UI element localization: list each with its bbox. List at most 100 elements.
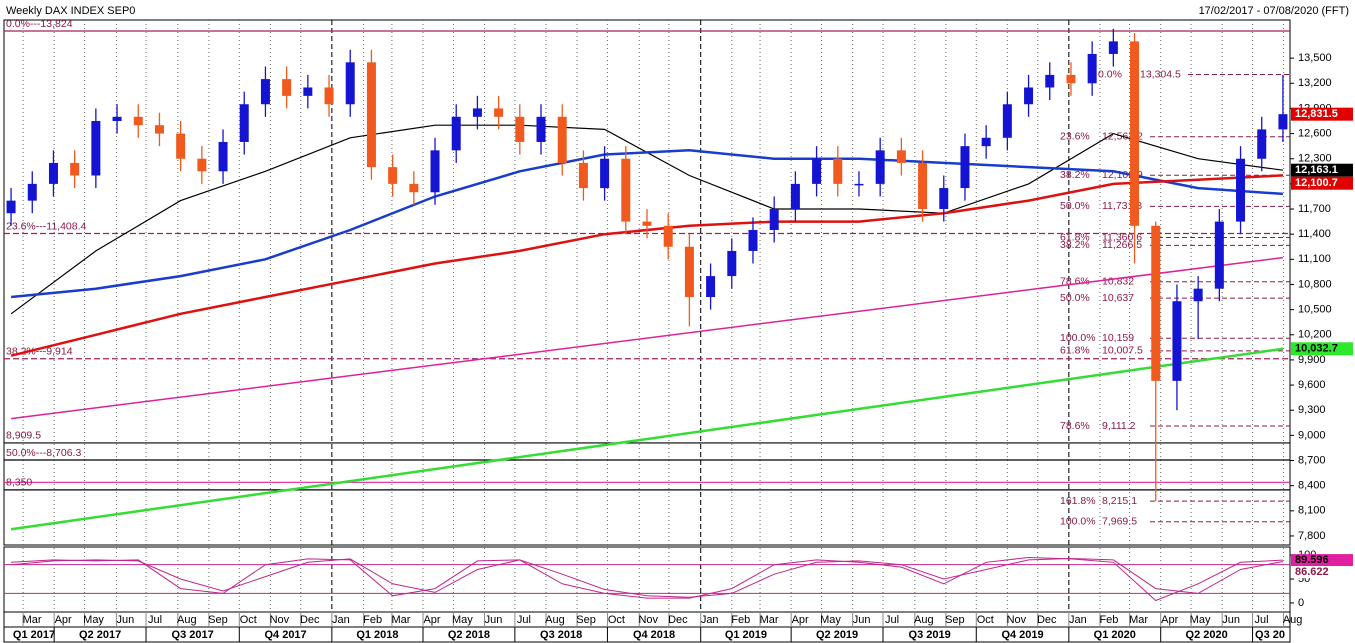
price-tag-label: 12,831.5 [1295, 108, 1338, 120]
x-tick-label: Nov [270, 614, 290, 626]
candle-body [1045, 74, 1055, 88]
x-tick-label: Jan [701, 614, 719, 626]
fib-pct: 61.8% [1060, 345, 1090, 357]
candle-body [472, 108, 482, 117]
x-tick-label: Mar [391, 614, 410, 626]
fib-price: 8,215.1 [1102, 495, 1137, 507]
price-tag-label: 10,032.7 [1295, 343, 1338, 355]
fib-price: 10,832 [1102, 276, 1134, 288]
quarter-label: Q4 2019 [1001, 629, 1043, 641]
candle-body [430, 150, 440, 193]
candle-body [621, 158, 631, 222]
x-tick-label: Apr [792, 614, 809, 626]
x-tick-label: Jun [485, 614, 503, 626]
candle-body [388, 167, 398, 184]
level-label: 23.6%---11,408.4 [6, 220, 87, 232]
x-tick-label: Jan [1069, 614, 1087, 626]
chart-title: Weekly DAX INDEX SEP0 [6, 5, 135, 17]
candle-body [112, 116, 122, 122]
date-range: 17/02/2017 - 07/08/2020 (FFT) [1199, 5, 1349, 17]
x-tick-label: Apr [55, 614, 72, 626]
x-tick-label: Mar [760, 614, 779, 626]
quarter-label: Q1 2019 [725, 629, 767, 641]
candle-body [875, 150, 885, 184]
x-tick-label: Dec [300, 614, 320, 626]
price-tag [1291, 342, 1353, 356]
candle-body [494, 108, 504, 117]
y-tick-label: 13,200 [1298, 77, 1332, 89]
candle-body [727, 250, 737, 277]
y-tick-label: 11,700 [1298, 203, 1331, 215]
price-tag-label: 12,100.7 [1295, 177, 1338, 189]
fib-pct: 100.0% [1060, 332, 1096, 344]
x-tick-label: Feb [1099, 614, 1118, 626]
price-tag [1291, 176, 1353, 190]
oscillator-tag [1291, 566, 1353, 579]
fib-price: 9,111.2 [1102, 420, 1136, 432]
fib-pct: 161.8% [1060, 495, 1096, 507]
level-label: 0.0%---13,824 [6, 18, 73, 30]
fib-price: 11,266.5 [1102, 239, 1142, 251]
y-tick-label: 12,300 [1298, 153, 1332, 165]
indicator-line [11, 256, 1283, 420]
y-tick-label: 7,800 [1298, 530, 1326, 542]
oscillator-tag-label: 86.622 [1295, 566, 1329, 578]
fib-pct: 38.2% [1060, 239, 1090, 251]
fib-pct: 50.0% [1060, 292, 1090, 304]
x-tick-label: Nov [1007, 614, 1027, 626]
candle-body [515, 116, 525, 142]
candle-body [218, 141, 228, 172]
y-tick-label: 13,500 [1298, 52, 1332, 64]
y-tick-label: 9,000 [1298, 429, 1326, 441]
candle-body [790, 183, 800, 210]
y-tick-label: 11,400 [1298, 228, 1331, 240]
oscillator-tag-label: 89.596 [1295, 554, 1329, 566]
x-tick-label: May [820, 614, 841, 626]
quarter-label: Q3 2017 [172, 629, 214, 641]
y-tick-label: 9,600 [1298, 379, 1326, 391]
oscillator-line [11, 557, 1283, 598]
quarter-label: Q3 2019 [909, 629, 951, 641]
x-tick-label: Jan [332, 614, 350, 626]
candle-body [1108, 41, 1118, 54]
x-tick-label: Feb [731, 614, 750, 626]
level-label: 38.2%---9,914 [6, 346, 73, 358]
fib-price: 10,007.5 [1102, 345, 1143, 357]
price-tag [1291, 163, 1353, 177]
fib-price: 10,159 [1102, 332, 1134, 344]
x-tick-label: Dec [668, 614, 688, 626]
x-tick-label: Aug [177, 614, 197, 626]
level-label: 8,350 [6, 477, 32, 489]
x-tick-label: Apr [1161, 614, 1178, 626]
candle-body [960, 146, 970, 189]
candle-body [303, 87, 313, 96]
y-tick-label: 9,900 [1298, 354, 1326, 366]
candle-body [260, 79, 270, 105]
quarter-label: Q4 2017 [264, 629, 306, 641]
x-tick-label: Apr [423, 614, 440, 626]
fib-pct: 38.2% [1060, 169, 1090, 181]
quarter-label: Q1 2020 [1094, 629, 1136, 641]
fib-price: 13,304.5 [1140, 68, 1181, 80]
candle-body [91, 121, 101, 176]
x-tick-label: Jun [116, 614, 134, 626]
candle-body [239, 104, 249, 142]
quarter-label: Q1 2018 [356, 629, 398, 641]
y-tick-label: 11,100 [1298, 253, 1331, 265]
y-tick-label: 10,500 [1298, 304, 1332, 316]
indicator-line [10, 149, 1283, 299]
y-tick-label: 9,300 [1298, 404, 1326, 416]
x-tick-label: Nov [638, 614, 658, 626]
candle-body [409, 183, 419, 193]
x-tick-label: Sep [576, 614, 596, 626]
fib-pct: 61.8% [1060, 231, 1090, 243]
candle-body [981, 137, 991, 147]
candle-body [133, 116, 143, 126]
candle-body [918, 162, 928, 210]
candle-body [70, 162, 80, 176]
candle-body [282, 79, 292, 96]
candle-body [748, 229, 758, 251]
y-tick-label: 12,600 [1298, 127, 1332, 139]
